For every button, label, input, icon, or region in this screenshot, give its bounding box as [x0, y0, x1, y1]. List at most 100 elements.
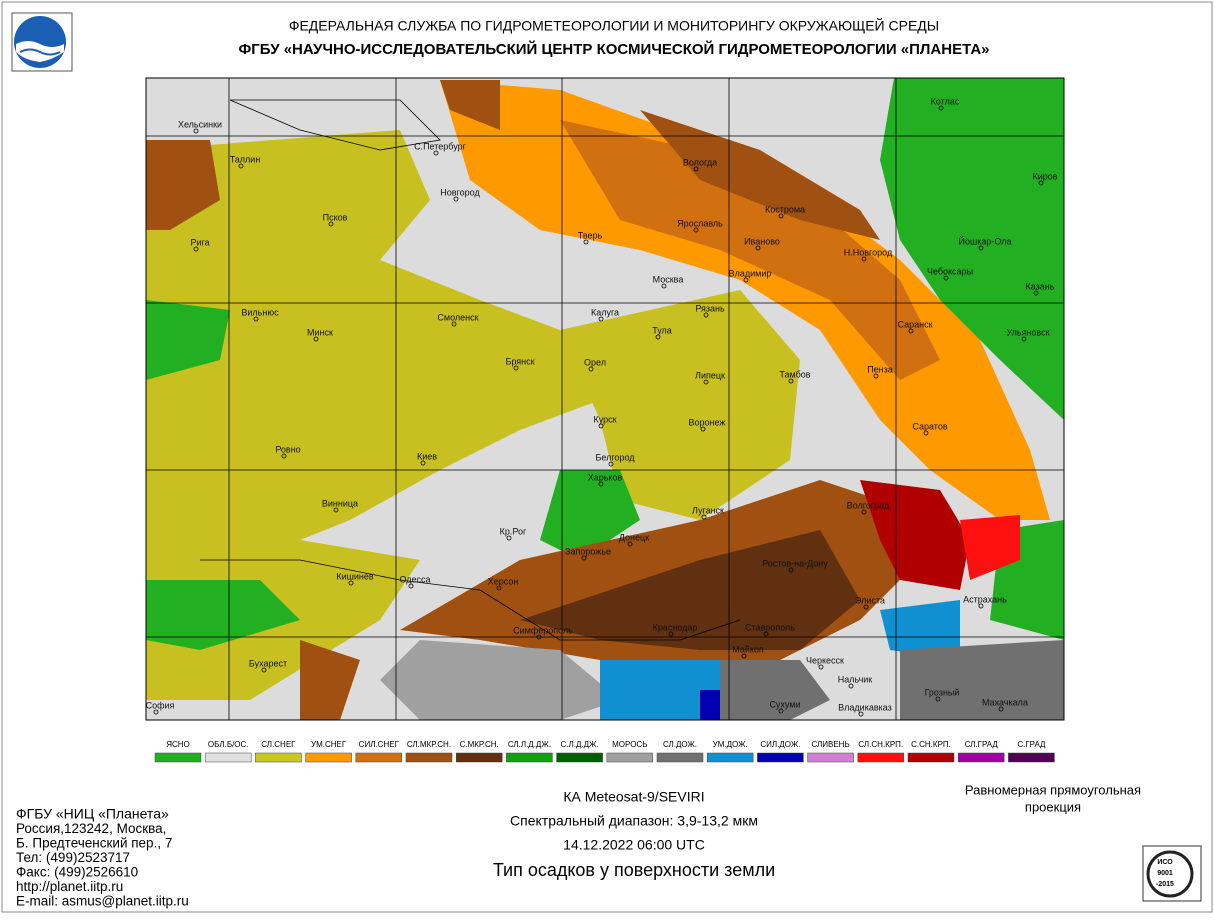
city-dot [348, 580, 354, 586]
city-dot [153, 709, 159, 715]
city-label: Херсон [488, 576, 519, 586]
satellite: КА Meteosat-9/SEVIRI [563, 789, 704, 805]
legend-label: СЛ.ГРАД [965, 740, 999, 749]
product-title: Тип осадков у поверхности земли [493, 860, 775, 880]
city-label: Черкесск [806, 655, 844, 665]
city-dot [818, 664, 824, 670]
legend-swatch [154, 752, 202, 763]
city-dot [451, 321, 457, 327]
city-label: Владимир [729, 268, 772, 278]
city-dot [700, 426, 706, 432]
city-label: Минск [307, 327, 333, 337]
legend-swatch [204, 752, 252, 763]
city-label: Ровно [275, 444, 300, 454]
legend-swatch [455, 752, 503, 763]
city-dot [778, 708, 784, 714]
city-dot [433, 150, 439, 156]
city-label: Пенза [867, 364, 893, 374]
city-label: Одесса [399, 574, 430, 584]
legend-swatch [556, 752, 603, 763]
city-label: Саранск [897, 319, 932, 329]
iso-text: 9001 [1157, 870, 1173, 877]
city-label: Сухуми [769, 699, 800, 709]
city-label: Липецк [695, 370, 725, 380]
city-label: Вологда [683, 157, 717, 167]
city-label: Нальчик [838, 674, 873, 684]
city-label: Ростов-на-Дону [762, 558, 828, 568]
city-dot [598, 481, 604, 487]
city-label: Волгоград [847, 500, 890, 510]
city-dot [863, 604, 869, 610]
city-dot [703, 312, 709, 318]
city-label: Винница [322, 498, 358, 508]
city-label: Ульяновск [1006, 327, 1049, 337]
city-label: Саратов [912, 421, 947, 431]
city-dot [788, 378, 794, 384]
org-line: Россия,123242, Москва, [16, 821, 166, 836]
city-dot [513, 365, 519, 371]
city-dot [655, 334, 661, 340]
city-label: Калуга [591, 307, 619, 317]
legend-swatch [957, 752, 1005, 763]
city-label: Кр.Рог [500, 526, 527, 536]
city-label: Рязань [695, 303, 725, 313]
city-dot [935, 696, 941, 702]
city-dot [193, 246, 199, 252]
city-dot [741, 653, 747, 659]
city-label: Махачкала [982, 697, 1028, 707]
city-dot [1038, 180, 1044, 186]
city-dot [998, 706, 1004, 712]
legend-label: СЛИВЕНЬ [811, 740, 849, 749]
legend-swatch [656, 752, 704, 763]
city-dot [253, 316, 259, 322]
city-dot [536, 634, 542, 640]
city-dot [583, 239, 589, 245]
org-line: ФГБУ «НИЦ «Планета» [16, 806, 169, 822]
city-label: Донецк [619, 532, 649, 542]
city-label: Майкоп [732, 644, 764, 654]
legend-swatch [355, 752, 403, 763]
datetime: 14.12.2022 06:00 UTC [563, 837, 705, 853]
city-dot [861, 509, 867, 515]
legend-swatch [1008, 752, 1055, 763]
city-label: Казань [1026, 281, 1055, 291]
city-dot [703, 379, 709, 385]
city-dot [238, 163, 244, 169]
iso-logo: ИСО 9001 -2015 [1142, 845, 1202, 902]
map-frame [145, 77, 1065, 721]
city-dot [701, 514, 707, 520]
legend-label: ОБЛ.Б/ОС. [208, 740, 249, 749]
legend-swatch [506, 752, 553, 763]
city-dot [333, 507, 339, 513]
city-dot [938, 105, 944, 111]
city-label: Симферополь [513, 625, 573, 635]
city-label: Тула [652, 325, 672, 335]
legend-label: СЛ.СН.КРП. [858, 740, 903, 749]
legend-swatch [706, 752, 754, 763]
city-dot [858, 711, 864, 717]
city-dot [788, 567, 794, 573]
legend-label: УМ.СНЕГ [311, 740, 347, 749]
city-dot [588, 366, 594, 372]
legend-label: СЛ.МКР.СН. [407, 740, 451, 749]
logo [11, 12, 73, 72]
city-dot [943, 275, 949, 281]
city-dot [978, 245, 984, 251]
cities: Хельсинки Таллин С.Петербург Новгород Псков Р… [146, 96, 1058, 717]
legend-swatch [757, 752, 804, 763]
city-label: Бухарест [249, 658, 287, 668]
legend-swatch [857, 752, 905, 763]
spectral: Спектральный диапазон: 3,9-13,2 мкм [510, 813, 758, 829]
legend-label: ЯСНО [166, 740, 190, 749]
legend-label: МОРОСЬ [612, 740, 647, 749]
city-dot [598, 316, 604, 322]
projection: проекция [1025, 799, 1081, 814]
legend-label: СЛ.ДОЖ. [663, 740, 697, 749]
city-label: Владикавказ [838, 702, 892, 712]
city-label: Иваново [744, 236, 780, 246]
city-dot [861, 256, 867, 262]
city-dot [313, 336, 319, 342]
city-dot [908, 328, 914, 334]
city-dot [873, 373, 879, 379]
